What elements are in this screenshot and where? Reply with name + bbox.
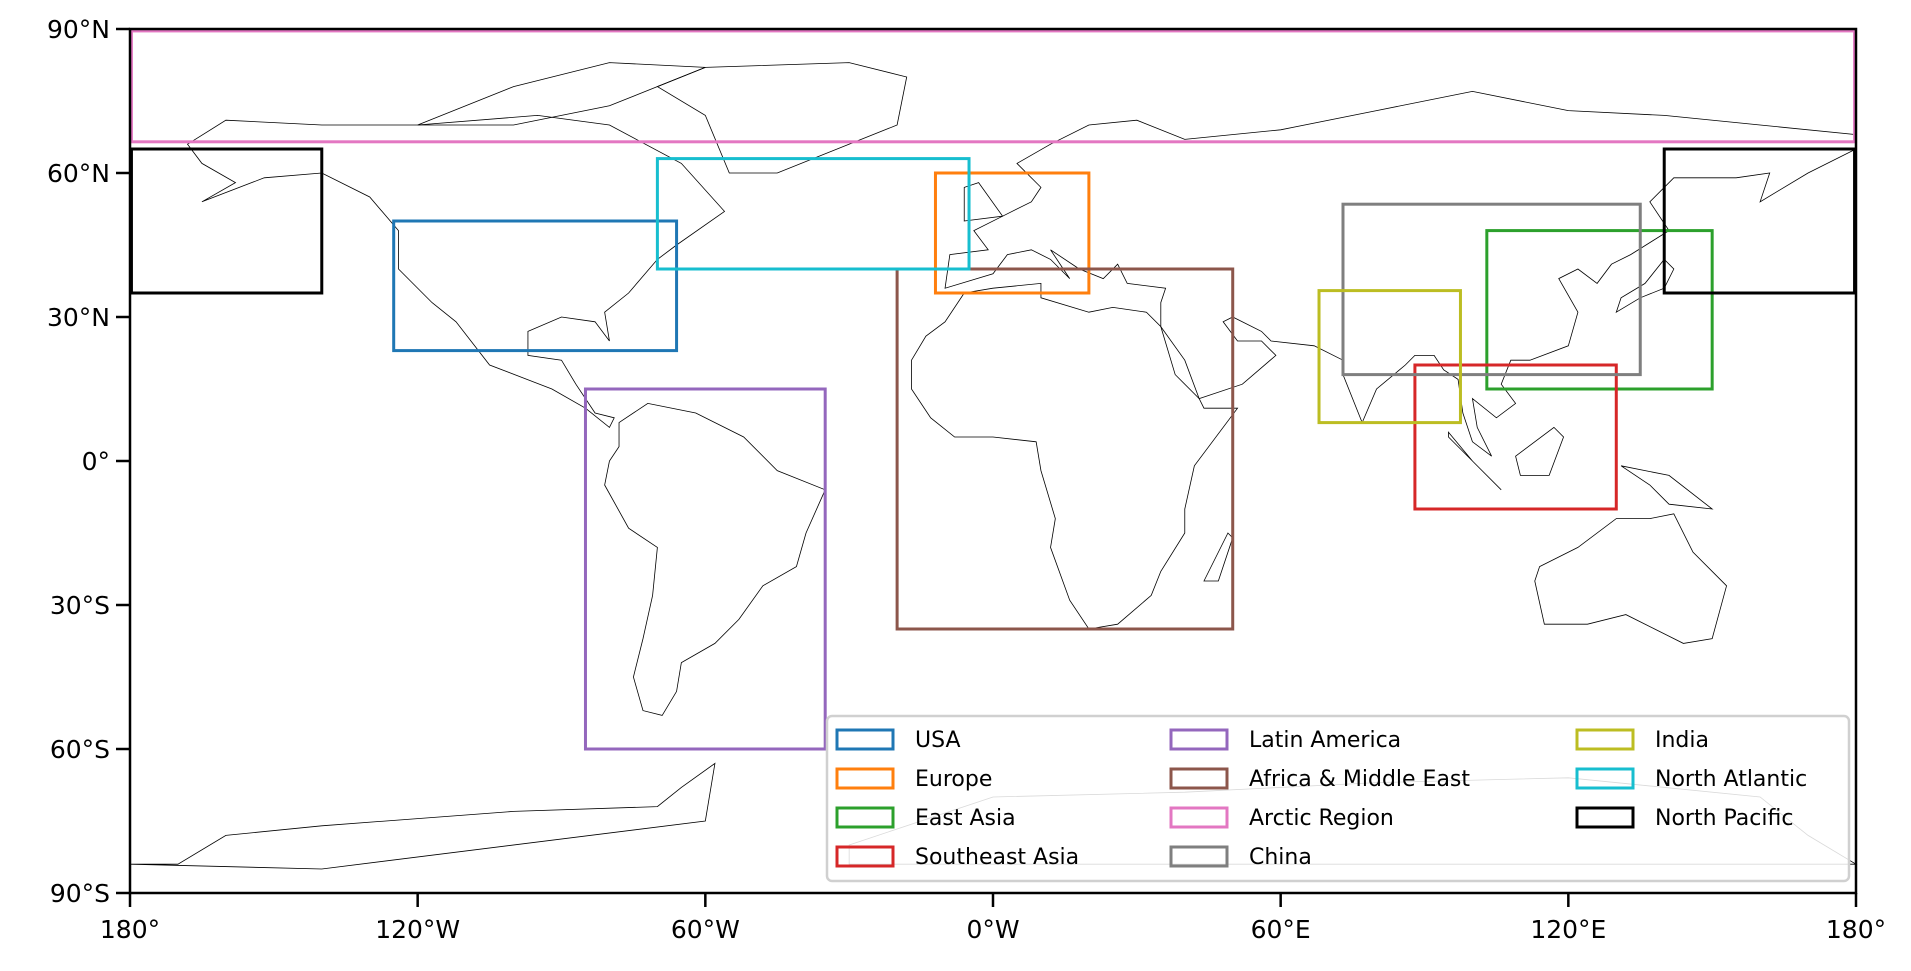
region-box-africa-middle-east (895, 267, 1235, 631)
legend-label: Africa & Middle East (1249, 767, 1470, 792)
legend-swatch (835, 845, 895, 868)
y-tick-label: 60°N (47, 159, 110, 188)
y-tick-label: 0° (82, 447, 110, 476)
legend-label: USA (915, 728, 961, 753)
legend-entry: Latin America (1169, 728, 1401, 753)
coastline (1620, 465, 1714, 510)
legend-label: Europe (915, 767, 992, 792)
legend-label: North Atlantic (1655, 767, 1807, 792)
y-tick-label: 60°S (50, 735, 110, 764)
x-tick-label: 180° (1826, 915, 1886, 944)
legend-label: East Asia (915, 806, 1016, 831)
coastline (129, 762, 716, 870)
legend-entry: North Pacific (1575, 806, 1793, 831)
legend-swatch (1169, 767, 1229, 790)
y-tick-label: 90°N (47, 15, 110, 44)
region-boxes (129, 29, 1857, 751)
legend-entry: India (1575, 728, 1709, 753)
coastline (1515, 426, 1565, 476)
axis-ticks: 180° 120°W 60°W 0°W 60°E 120°E 180° 90°N 60°N 30°… (47, 15, 1886, 944)
legend-swatch (835, 728, 895, 751)
legend-swatch (835, 767, 895, 790)
x-tick-label: 180° (100, 915, 160, 944)
coastline (944, 90, 1857, 457)
legend-swatch (1575, 806, 1635, 829)
legend-label: North Pacific (1655, 806, 1793, 831)
legend-swatch (1575, 767, 1635, 790)
legend-entry: East Asia (835, 806, 1016, 831)
legend-swatch (1169, 728, 1229, 751)
legend-label: Latin America (1249, 728, 1401, 753)
coastline (911, 282, 1239, 630)
legend-label: Southeast Asia (915, 845, 1079, 870)
legend-label: Arctic Region (1249, 806, 1394, 831)
coastline (1203, 532, 1234, 582)
legend-entry: Arctic Region (1169, 806, 1394, 831)
legend: USA Europe East Asia Southeast Asia Latin Am… (825, 714, 1851, 883)
region-box-east-asia (1485, 229, 1714, 391)
y-tick-label: 30°N (47, 303, 110, 332)
region-box-north-pacific (129, 147, 324, 295)
coastline (604, 402, 826, 716)
coastline (1615, 258, 1675, 314)
region-box-europe (933, 171, 1091, 295)
coastline (1448, 431, 1502, 491)
legend-label: China (1249, 845, 1312, 870)
legend-swatch (1575, 728, 1635, 751)
region-box-arctic-region (129, 29, 1857, 144)
y-tick-label: 30°S (50, 591, 110, 620)
region-box-latin-america (583, 387, 827, 751)
legend-swatch (1169, 845, 1229, 868)
y-tick-label: 90°S (50, 879, 110, 908)
coastline (186, 114, 726, 429)
region-box-north-atlantic (655, 157, 971, 271)
legend-entry: USA (835, 728, 961, 753)
legend-entry: North Atlantic (1575, 767, 1807, 792)
x-tick-label: 60°E (1251, 915, 1311, 944)
coastline (1534, 513, 1727, 644)
x-tick-label: 0°W (966, 915, 1019, 944)
region-box-southeast-asia (1413, 363, 1618, 511)
legend-entry: Africa & Middle East (1169, 767, 1470, 792)
x-tick-label: 120°W (375, 915, 460, 944)
region-box-north-pacific (1662, 147, 1857, 295)
coastline (656, 62, 908, 174)
legend-entry: Europe (835, 767, 992, 792)
region-box-usa (392, 219, 679, 353)
legend-entry: Southeast Asia (835, 845, 1079, 870)
coastline (963, 182, 1004, 222)
legend-swatch (1169, 806, 1229, 829)
legend-label: India (1655, 728, 1709, 753)
region-box-india (1317, 289, 1462, 425)
legend-swatch (835, 806, 895, 829)
legend-frame (825, 714, 1851, 883)
x-tick-label: 120°E (1530, 915, 1606, 944)
x-tick-label: 60°W (671, 915, 740, 944)
coastline (417, 62, 706, 126)
legend-entry: China (1169, 845, 1312, 870)
